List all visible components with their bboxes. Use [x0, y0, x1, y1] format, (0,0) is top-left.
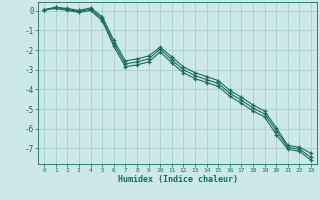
X-axis label: Humidex (Indice chaleur): Humidex (Indice chaleur): [118, 175, 238, 184]
